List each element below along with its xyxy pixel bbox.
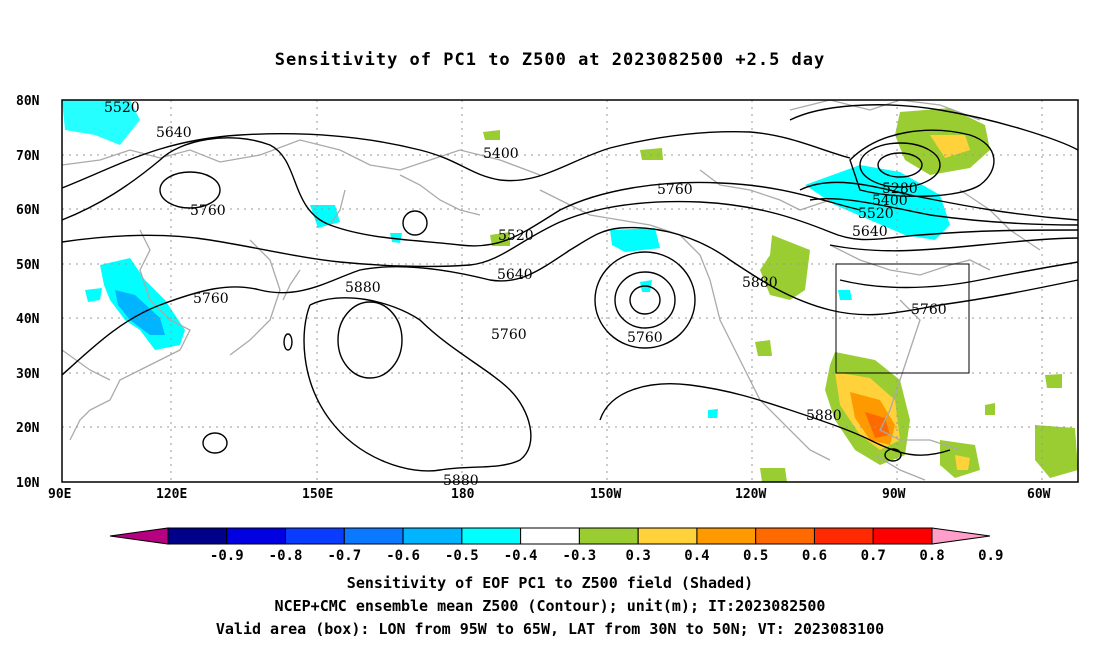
colorbar-tick-label: -0.7 — [327, 548, 361, 564]
colorbar-swatch — [578, 527, 639, 545]
contour-label: 5880 — [742, 275, 778, 291]
colorbar-swatch — [637, 527, 698, 545]
colorbar-tick-label: 0.8 — [919, 548, 944, 564]
contour-label: 5880 — [806, 408, 842, 424]
lat-label: 40N — [16, 312, 40, 327]
contour-label: 5640 — [852, 224, 888, 240]
valid-area-box — [835, 263, 970, 374]
colorbar-swatch — [755, 527, 815, 545]
shade-positive-greenland-core — [930, 135, 970, 158]
lat-label: 20N — [16, 421, 40, 436]
lon-label: 120W — [735, 487, 766, 502]
shade-negative-canada — [805, 165, 950, 240]
colorbar-swatch — [813, 527, 874, 545]
contour-labels: 5520 5640 5760 5400 5760 5520 5640 5760 … — [104, 100, 947, 489]
contour-label: 5880 — [443, 473, 479, 489]
shade-positive-small4 — [755, 340, 772, 356]
colorbar-swatch — [226, 527, 287, 545]
shade-negative-northwest — [62, 100, 140, 145]
contour-label: 5400 — [483, 146, 519, 162]
colorbar-tick-label: -0.9 — [210, 548, 244, 564]
contour-label: 5520 — [104, 100, 140, 116]
contour-lines — [61, 104, 1079, 472]
lon-label: 90W — [882, 487, 906, 502]
contour-label: 5640 — [156, 125, 192, 141]
contour-label: 5760 — [190, 203, 226, 219]
colorbar-left-arrow — [109, 527, 169, 545]
latitude-labels: 80N 70N 60N 50N 40N 30N 20N 10N — [16, 94, 40, 491]
shade-positive-small2 — [640, 148, 663, 160]
colorbar-tick-label: 0.5 — [743, 548, 768, 564]
contour-label: 5760 — [491, 327, 527, 343]
shade-negative-small6 — [838, 290, 852, 300]
lon-label: 60W — [1027, 487, 1051, 502]
colorbar-tick-label: -0.5 — [445, 548, 479, 564]
colorbar-swatch — [285, 527, 345, 545]
lon-label: 150W — [590, 487, 621, 502]
shade-negative-pacific — [610, 228, 660, 252]
colorbar-tick-label: 0.3 — [626, 548, 651, 564]
shade-positive-caribbean-yellow — [955, 455, 970, 470]
lat-label: 50N — [16, 258, 40, 273]
shade-negative-small3 — [390, 233, 402, 243]
colorbar-swatch — [343, 527, 404, 545]
colorbar-swatch — [520, 527, 580, 545]
lat-label: 80N — [16, 94, 40, 109]
lat-label: 60N — [16, 203, 40, 218]
shade-positive-atlantic2 — [1045, 374, 1062, 388]
contour-label: 5280 — [882, 181, 918, 197]
map-border — [61, 99, 1079, 483]
lon-label: 120E — [156, 487, 187, 502]
lat-label: 70N — [16, 149, 40, 164]
caption-line-3: Valid area (box): LON from 95W to 65W, L… — [215, 620, 885, 638]
shade-positive-westus — [760, 235, 810, 300]
colorbar-tick-label: -0.8 — [269, 548, 303, 564]
shade-positive-atlantic3 — [985, 403, 995, 415]
colorbar-swatch — [696, 527, 757, 545]
caption-line-2: NCEP+CMC ensemble mean Z500 (Contour); u… — [274, 597, 826, 615]
colorbar-tick-label: 0.9 — [978, 548, 1003, 564]
contour-label: 5400 — [872, 193, 908, 209]
colorbar-right-arrow — [931, 527, 991, 545]
lon-label: 90E — [48, 487, 71, 502]
contour-label: 5880 — [345, 280, 381, 296]
contour-label: 5760 — [627, 330, 663, 346]
shaded-sensitivity — [62, 100, 1078, 482]
colorbar-swatch — [872, 527, 933, 545]
shade-negative-small5 — [708, 409, 718, 418]
colorbar-swatch — [167, 527, 228, 545]
contour-label: 5640 — [497, 267, 533, 283]
colorbar-tick-label: 0.6 — [802, 548, 827, 564]
longitude-labels: 90E 120E 150E 180 150W 120W 90W 60W — [48, 487, 1051, 502]
shade-negative-small1 — [85, 288, 102, 302]
contour-label: 5760 — [657, 182, 693, 198]
contour-label: 5520 — [858, 206, 894, 222]
colorbar: -0.9 -0.8 -0.7 -0.6 -0.5 -0.4 -0.3 0.3 0.4 0.5 0.6… — [109, 527, 1003, 564]
colorbar-swatch — [402, 527, 463, 545]
colorbar-tick-label: -0.3 — [563, 548, 597, 564]
grid-lines — [62, 100, 1078, 482]
colorbar-tick-label: 0.7 — [861, 548, 886, 564]
contour-label: 5520 — [498, 228, 534, 244]
colorbar-tick-label: 0.4 — [684, 548, 709, 564]
caption-line-1: Sensitivity of EOF PC1 to Z500 field (Sh… — [346, 574, 754, 592]
colorbar-swatch — [461, 527, 522, 545]
contour-label: 5760 — [911, 302, 947, 318]
shade-negative-china-core — [115, 290, 165, 335]
colorbar-tick-label: -0.4 — [504, 548, 538, 564]
shade-positive-small3 — [490, 232, 510, 246]
map-panel: 5520 5640 5760 5400 5760 5520 5640 5760 … — [16, 94, 1079, 502]
shade-positive-mexico — [760, 468, 787, 482]
lat-label: 30N — [16, 367, 40, 382]
colorbar-tick-label: -0.6 — [386, 548, 420, 564]
lon-label: 150E — [302, 487, 333, 502]
chart-title: Sensitivity of PC1 to Z500 at 2023082500… — [274, 50, 826, 70]
lon-label: 180 — [451, 487, 475, 502]
contour-label: 5760 — [193, 291, 229, 307]
lat-label: 10N — [16, 476, 40, 491]
shade-positive-atlantic1 — [1035, 425, 1078, 478]
shade-positive-small1 — [483, 130, 500, 140]
